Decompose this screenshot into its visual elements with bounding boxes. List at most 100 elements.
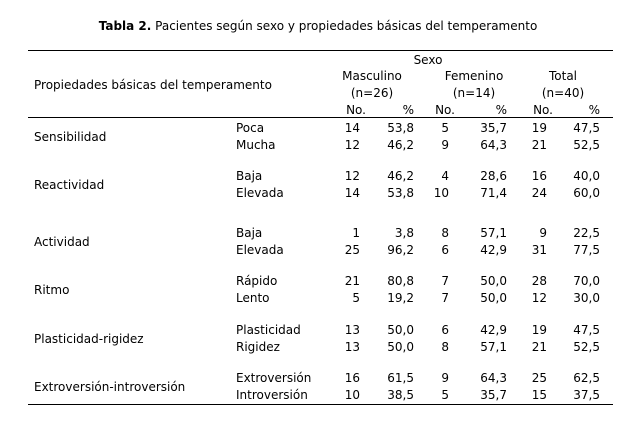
pct-cell: 52,5 bbox=[573, 138, 600, 152]
pct-cell: 42,9 bbox=[480, 243, 507, 257]
group-masculino: Masculino bbox=[342, 69, 402, 83]
pct-cell: 46,2 bbox=[387, 138, 414, 152]
subcategory-label: Rigidez bbox=[236, 340, 280, 354]
group-masculino-n: (n=26) bbox=[350, 86, 394, 100]
pct-cell: 3,8 bbox=[394, 226, 414, 240]
count-cell: 5 bbox=[352, 291, 360, 305]
pct-cell: 50,0 bbox=[480, 291, 507, 305]
pct-cell: 53,8 bbox=[387, 186, 414, 200]
subcategory-label: Introversión bbox=[236, 388, 308, 402]
count-cell: 15 bbox=[531, 388, 547, 402]
pct-cell: 47,5 bbox=[573, 121, 600, 135]
group-total-n: (n=40) bbox=[541, 86, 585, 100]
pct-cell: 35,7 bbox=[480, 388, 507, 402]
no-header: No. bbox=[435, 103, 455, 117]
pct-cell: 61,5 bbox=[387, 371, 414, 385]
table-title: Tabla 2. Pacientes según sexo y propieda… bbox=[99, 19, 538, 33]
count-cell: 25 bbox=[531, 371, 547, 385]
table-caption: Pacientes según sexo y propiedades básic… bbox=[151, 19, 538, 33]
count-cell: 13 bbox=[344, 340, 360, 354]
count-cell: 14 bbox=[344, 121, 360, 135]
pct-cell: 40,0 bbox=[573, 169, 600, 183]
subcategory-label: Baja bbox=[236, 226, 263, 240]
pct-cell: 71,4 bbox=[480, 186, 507, 200]
pct-cell: 57,1 bbox=[480, 340, 507, 354]
pct-cell: 38,5 bbox=[387, 388, 414, 402]
bottom-rule bbox=[28, 404, 613, 405]
subcategory-label: Baja bbox=[236, 169, 263, 183]
pct-cell: 96,2 bbox=[387, 243, 414, 257]
pct-cell: 53,8 bbox=[387, 121, 414, 135]
pct-cell: 64,3 bbox=[480, 371, 507, 385]
count-cell: 9 bbox=[441, 371, 449, 385]
count-cell: 31 bbox=[531, 243, 547, 257]
subcategory-label: Plasticidad bbox=[236, 323, 301, 337]
count-cell: 8 bbox=[441, 340, 449, 354]
count-cell: 25 bbox=[344, 243, 360, 257]
pct-cell: 52,5 bbox=[573, 340, 600, 354]
count-cell: 10 bbox=[433, 186, 449, 200]
subcategory-label: Rápido bbox=[236, 274, 278, 288]
no-header: No. bbox=[533, 103, 553, 117]
count-cell: 7 bbox=[441, 291, 449, 305]
header-rule bbox=[28, 117, 613, 118]
pct-header: % bbox=[588, 103, 600, 117]
pct-cell: 80,8 bbox=[387, 274, 414, 288]
top-rule bbox=[28, 50, 613, 51]
count-cell: 4 bbox=[441, 169, 449, 183]
group-femenino: Femenino bbox=[444, 69, 504, 83]
pct-cell: 50,0 bbox=[387, 323, 414, 337]
count-cell: 9 bbox=[539, 226, 547, 240]
pct-header: % bbox=[495, 103, 507, 117]
pct-cell: 57,1 bbox=[480, 226, 507, 240]
count-cell: 16 bbox=[344, 371, 360, 385]
category-label: Actividad bbox=[34, 235, 90, 249]
count-cell: 21 bbox=[531, 340, 547, 354]
pct-cell: 35,7 bbox=[480, 121, 507, 135]
count-cell: 7 bbox=[441, 274, 449, 288]
pct-cell: 37,5 bbox=[573, 388, 600, 402]
pct-cell: 30,0 bbox=[573, 291, 600, 305]
pct-cell: 77,5 bbox=[573, 243, 600, 257]
pct-cell: 62,5 bbox=[573, 371, 600, 385]
count-cell: 16 bbox=[531, 169, 547, 183]
pct-cell: 46,2 bbox=[387, 169, 414, 183]
group-total: Total bbox=[548, 69, 578, 83]
count-cell: 6 bbox=[441, 243, 449, 257]
table-number: Tabla 2. bbox=[98, 19, 152, 33]
count-cell: 6 bbox=[441, 323, 449, 337]
subcategory-label: Elevada bbox=[236, 186, 284, 200]
pct-cell: 70,0 bbox=[573, 274, 600, 288]
count-cell: 28 bbox=[531, 274, 547, 288]
count-cell: 12 bbox=[344, 169, 360, 183]
category-label: Reactividad bbox=[34, 178, 105, 192]
count-cell: 12 bbox=[531, 291, 547, 305]
pct-cell: 50,0 bbox=[480, 274, 507, 288]
count-cell: 14 bbox=[344, 186, 360, 200]
pct-cell: 28,6 bbox=[480, 169, 507, 183]
subcategory-label: Mucha bbox=[236, 138, 276, 152]
count-cell: 1 bbox=[352, 226, 360, 240]
count-cell: 5 bbox=[441, 121, 449, 135]
count-cell: 24 bbox=[531, 186, 547, 200]
count-cell: 5 bbox=[441, 388, 449, 402]
pct-cell: 60,0 bbox=[573, 186, 600, 200]
count-cell: 21 bbox=[531, 138, 547, 152]
no-header: No. bbox=[346, 103, 366, 117]
pct-cell: 64,3 bbox=[480, 138, 507, 152]
count-cell: 12 bbox=[344, 138, 360, 152]
count-cell: 9 bbox=[441, 138, 449, 152]
subcategory-label: Extroversión bbox=[236, 371, 312, 385]
count-cell: 10 bbox=[344, 388, 360, 402]
pct-cell: 22,5 bbox=[573, 226, 600, 240]
category-label: Sensibilidad bbox=[34, 130, 107, 144]
group-femenino-n: (n=14) bbox=[452, 86, 496, 100]
pct-cell: 50,0 bbox=[387, 340, 414, 354]
pct-header: % bbox=[402, 103, 414, 117]
count-cell: 13 bbox=[344, 323, 360, 337]
pct-cell: 47,5 bbox=[573, 323, 600, 337]
category-label: Plasticidad-rigidez bbox=[34, 332, 144, 346]
subcategory-label: Lento bbox=[236, 291, 270, 305]
pct-cell: 42,9 bbox=[480, 323, 507, 337]
count-cell: 19 bbox=[531, 121, 547, 135]
